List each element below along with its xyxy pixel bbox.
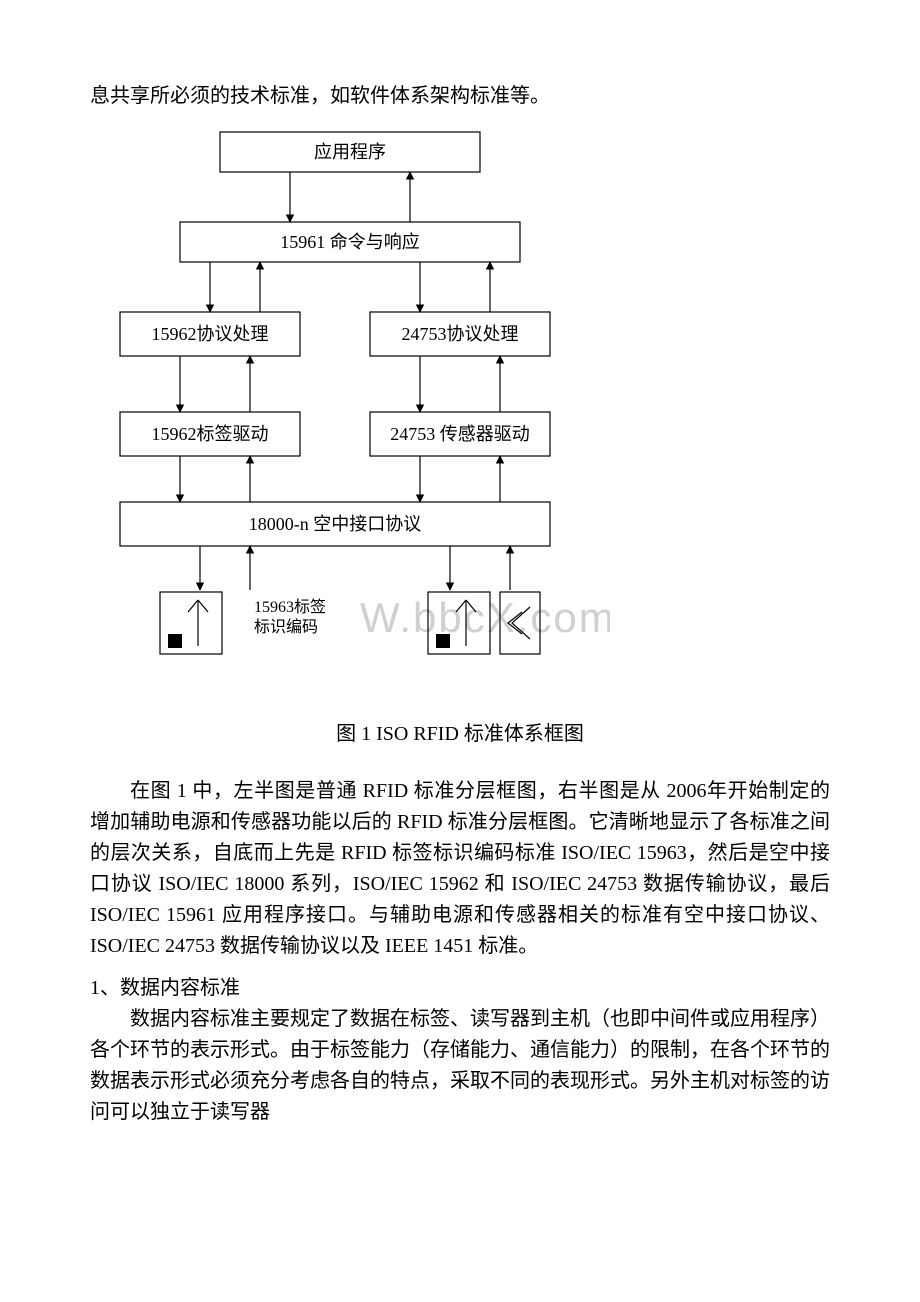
section-heading: 1、数据内容标准 bbox=[90, 972, 830, 1004]
svg-text:24753协议处理: 24753协议处理 bbox=[402, 324, 519, 344]
diagram-container: W.bbcX.com 应用程序 15961 命令与响应 15962协议处理 24753协… bbox=[90, 122, 610, 687]
svg-text:24753 传感器驱动: 24753 传感器驱动 bbox=[390, 424, 530, 444]
svg-text:15961 命令与响应: 15961 命令与响应 bbox=[280, 232, 420, 252]
figure-caption: 图 1 ISO RFID 标准体系框图 bbox=[90, 717, 830, 746]
svg-text:18000-n 空中接口协议: 18000-n 空中接口协议 bbox=[249, 514, 422, 534]
paragraph-2: 数据内容标准主要规定了数据在标签、读写器到主机（也即中间件或应用程序）各个环节的… bbox=[90, 1004, 830, 1128]
intro-text: 息共享所必须的技术标准，如软件体系架构标准等。 bbox=[90, 80, 830, 112]
svg-text:W.bbcX.com: W.bbcX.com bbox=[360, 594, 610, 641]
paragraph-1: 在图 1 中，左半图是普通 RFID 标准分层框图，右半图是从 2006年开始制… bbox=[90, 776, 830, 962]
svg-text:15963标签: 15963标签 bbox=[254, 598, 326, 616]
rfid-diagram: W.bbcX.com 应用程序 15961 命令与响应 15962协议处理 24753协… bbox=[90, 122, 610, 682]
svg-text:应用程序: 应用程序 bbox=[314, 142, 386, 162]
svg-text:标识编码: 标识编码 bbox=[254, 618, 318, 636]
svg-text:15962标签驱动: 15962标签驱动 bbox=[152, 424, 269, 444]
svg-text:15962协议处理: 15962协议处理 bbox=[152, 324, 269, 344]
